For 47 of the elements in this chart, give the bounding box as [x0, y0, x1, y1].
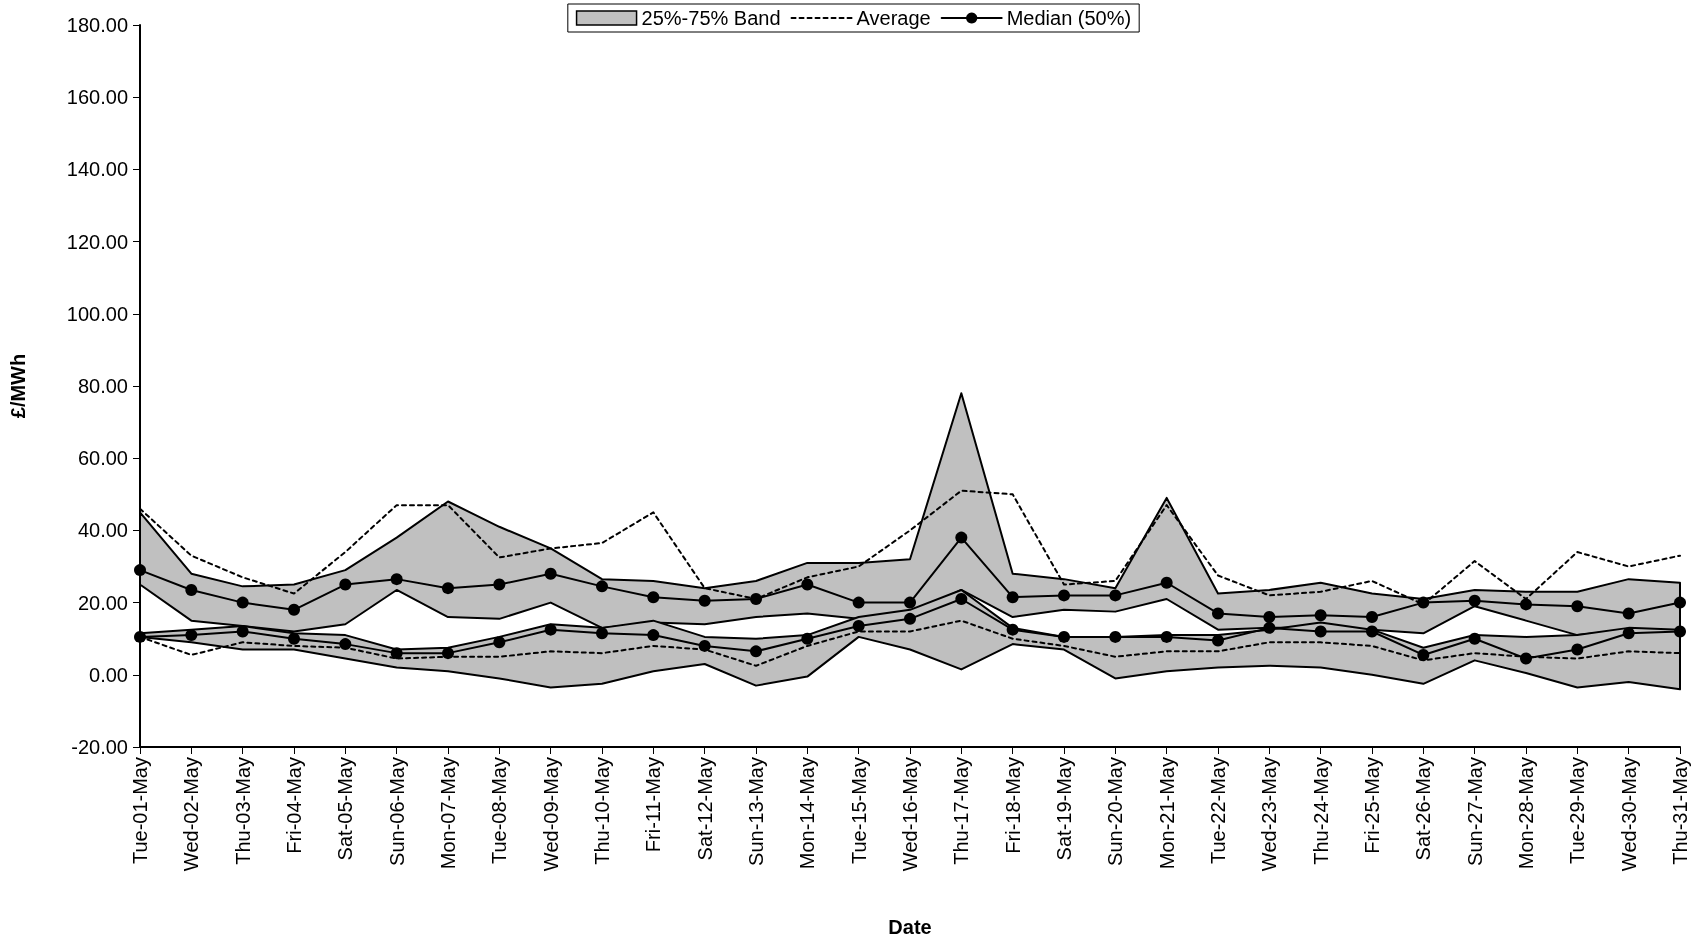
x-tick-label: Fri-04-May [283, 757, 305, 854]
x-tick-label: Tue-01-May [129, 757, 151, 865]
x-tick-label: Sun-06-May [385, 757, 408, 866]
x-tick-label: Fri-25-May [1361, 757, 1383, 854]
y-tick-label: 80.00 [77, 375, 128, 397]
y-tick-label: 60.00 [77, 447, 128, 470]
y-tick-label: 120.00 [66, 230, 128, 253]
y-axis-title: £/MWh [7, 353, 29, 419]
x-tick-label: Wed-30-May [1617, 757, 1640, 872]
y-tick-label: 160.00 [66, 86, 128, 109]
annotation: 25%-75% Band [641, 7, 781, 29]
x-tick-label: Fri-18-May [1001, 757, 1024, 854]
x-tick-label: Sat-12-May [693, 757, 716, 861]
legend-label: Average [856, 7, 931, 29]
y-tick-label: 20.00 [77, 591, 128, 614]
y-tick-label: 180.00 [66, 14, 128, 36]
x-tick-label: Tue-15-May [847, 757, 870, 865]
x-tick-label: Mon-14-May [796, 757, 819, 870]
x-tick-label: Sat-19-May [1053, 757, 1075, 861]
x-tick-label: Thu-24-May [1309, 757, 1332, 865]
y-tick-label: 100.00 [66, 302, 128, 325]
x-tick-label: Thu-03-May [231, 757, 254, 865]
x-tick-label: Thu-31-May [1669, 757, 1691, 865]
x-tick-label: Thu-10-May [591, 757, 613, 865]
x-tick-label: Sat-26-May [1412, 757, 1435, 861]
x-tick-label: Fri-11-May [642, 757, 665, 853]
x-tick-label: Sun-13-May [745, 757, 767, 866]
y-tick-label: -20.00 [71, 736, 128, 758]
x-tick-label: Sat-05-May [334, 757, 357, 861]
y-tick-label: 40.00 [77, 519, 128, 542]
y-tick-label: 0.00 [89, 663, 128, 686]
y-tick-label: 140.00 [66, 158, 128, 181]
x-tick-label: Mon-07-May [437, 757, 459, 870]
x-tick-label: Tue-29-May [1566, 757, 1589, 865]
x-tick-label: Wed-23-May [1258, 757, 1281, 872]
x-tick-label: Wed-09-May [539, 757, 562, 872]
x-tick-label: Wed-16-May [899, 757, 921, 872]
x-tick-label: Sun-27-May [1463, 757, 1486, 866]
x-tick-label: Tue-08-May [488, 757, 511, 865]
x-tick-label: Tue-22-May [1207, 757, 1229, 865]
x-tick-label: Mon-21-May [1155, 757, 1178, 870]
x-tick-label: Thu-17-May [950, 757, 973, 865]
legend-label: Median (50%) [1006, 7, 1132, 29]
x-tick-label: Sun-20-May [1104, 757, 1127, 866]
x-axis-title: Date [888, 916, 932, 938]
x-tick-label: Wed-02-May [180, 757, 203, 872]
x-tick-label: Mon-28-May [1515, 757, 1537, 870]
